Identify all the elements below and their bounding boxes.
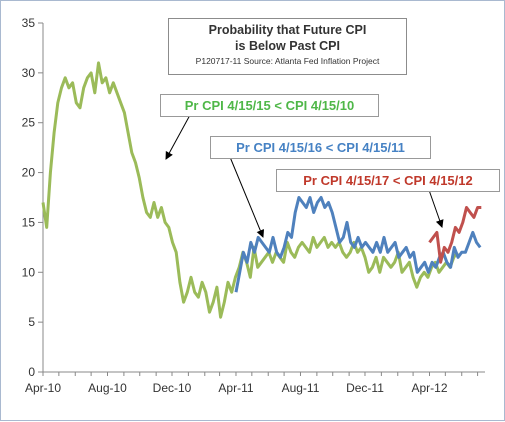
x-tick-label: Dec-10 (153, 381, 192, 395)
annotation-2011-series: Pr CPI 4/15/16 < CPI 4/15/11 (210, 136, 431, 159)
y-tick-label: 10 (22, 265, 36, 279)
y-tick-label: 20 (22, 166, 36, 180)
series-line-2012 (428, 206, 482, 264)
arrow-2012-series (428, 189, 444, 228)
annotation-2012-series: Pr CPI 4/15/17 < CPI 4/15/12 (276, 169, 500, 192)
chart-title-box: Probability that Future CPI is Below Pas… (168, 18, 407, 75)
series-line-2011 (234, 196, 482, 293)
chart-title-line-1: Probability that Future CPI (208, 23, 367, 37)
arrow-2011-series (229, 156, 265, 238)
x-tick-label: Aug-10 (88, 381, 127, 395)
series-line-2010 (41, 61, 459, 319)
x-tick-label: Aug-11 (282, 381, 320, 395)
arrow-2010-series (165, 114, 191, 160)
x-tick-label: Apr-10 (25, 381, 61, 395)
chart-title-line-2: is Below Past CPI (235, 39, 340, 53)
y-tick-label: 0 (28, 365, 35, 379)
y-tick-label: 5 (28, 315, 35, 329)
y-tick-label: 30 (22, 66, 36, 80)
x-tick-label: Dec-11 (346, 381, 384, 395)
x-tick-label: Apr-12 (411, 381, 447, 395)
y-tick-label: 35 (22, 16, 36, 30)
y-tick-label: 15 (22, 215, 36, 229)
annotation-2010-series: Pr CPI 4/15/15 < CPI 4/15/10 (160, 94, 379, 117)
y-tick-label: 25 (22, 116, 36, 130)
x-tick-label: Apr-11 (218, 381, 253, 395)
chart-subtitle: P120717-11 Source: Atlanta Fed Inflation… (195, 56, 380, 66)
